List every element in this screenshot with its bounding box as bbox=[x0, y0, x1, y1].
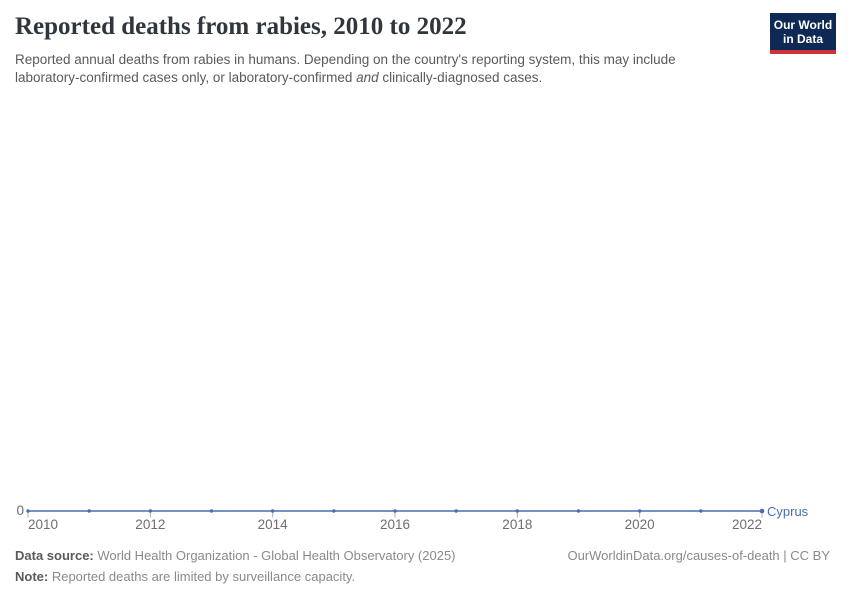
page-title: Reported deaths from rabies, 2010 to 202… bbox=[15, 13, 467, 40]
data-point bbox=[148, 509, 153, 513]
owid-logo-line1: Our World bbox=[773, 17, 833, 32]
data-point bbox=[26, 509, 30, 513]
data-point bbox=[454, 509, 458, 513]
data-point bbox=[393, 509, 397, 513]
note-line: Note: Reported deaths are limited by sur… bbox=[15, 568, 830, 585]
chart-footer: Data source: World Health Organization -… bbox=[15, 547, 830, 585]
attribution-link[interactable]: OurWorldinData.org/causes-of-death | CC … bbox=[567, 548, 830, 563]
x-tick-label: 2014 bbox=[257, 517, 288, 532]
note-label: Note: bbox=[15, 569, 49, 584]
subtitle-line2-start: laboratory-confirmed cases only, or labo… bbox=[15, 70, 357, 85]
series-label-cyprus[interactable]: Cyprus bbox=[767, 504, 809, 519]
data-source-label: Data source: bbox=[15, 548, 94, 563]
note-text: Reported deaths are limited by surveilla… bbox=[48, 569, 356, 584]
x-tick-label: 2010 bbox=[28, 517, 59, 532]
data-point bbox=[209, 509, 214, 513]
x-tick-label: 2020 bbox=[624, 517, 655, 532]
subtitle-italic-word: and bbox=[356, 70, 379, 85]
data-source-text: World Health Organization - Global Healt… bbox=[93, 548, 456, 563]
chart-subtitle: Reported annual deaths from rabies in hu… bbox=[15, 51, 755, 87]
subtitle-line1: Reported annual deaths from rabies in hu… bbox=[15, 52, 676, 67]
data-point bbox=[332, 509, 336, 513]
owid-logo: Our World in Data bbox=[770, 13, 836, 54]
subtitle-line2-end: clinically-diagnosed cases. bbox=[378, 70, 543, 85]
data-point bbox=[515, 509, 520, 513]
x-tick-label: 2022 bbox=[731, 517, 762, 532]
data-source-line: Data source: World Health Organization -… bbox=[15, 547, 456, 564]
data-point bbox=[576, 509, 581, 513]
data-point bbox=[699, 509, 703, 513]
x-tick-label: 2012 bbox=[135, 517, 166, 532]
owid-logo-line2: in Data bbox=[782, 31, 823, 46]
data-point bbox=[637, 509, 642, 513]
x-tick-label: 2016 bbox=[379, 517, 411, 532]
data-point bbox=[759, 508, 765, 514]
x-tick-label: 2018 bbox=[502, 517, 533, 532]
data-point bbox=[270, 509, 275, 513]
y-axis-zero-label: 0 bbox=[16, 503, 24, 518]
data-point bbox=[87, 509, 91, 513]
